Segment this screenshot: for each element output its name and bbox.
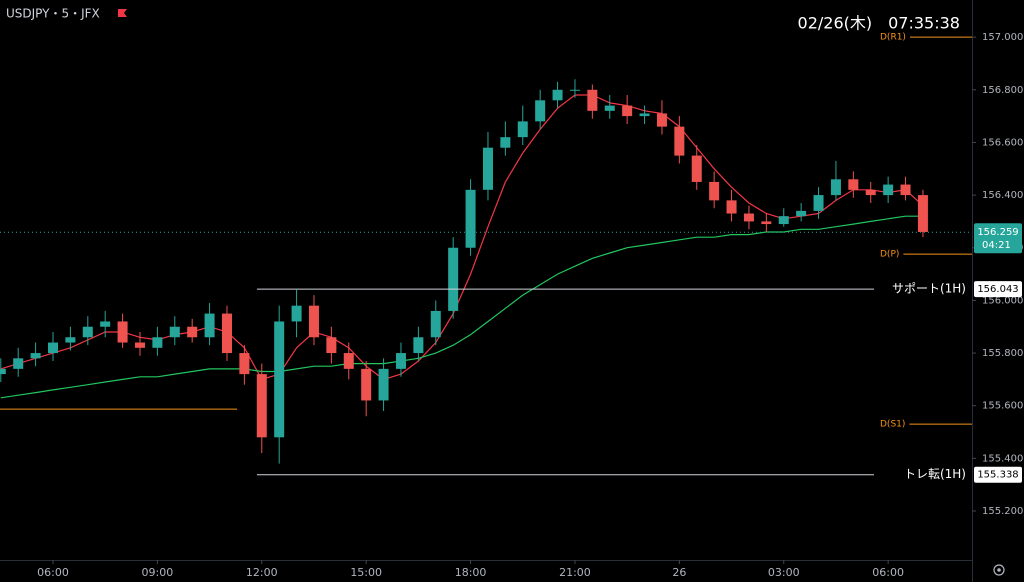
- candle-body: [883, 184, 894, 196]
- x-tick-label: 06:00: [37, 566, 69, 579]
- candle-body: [361, 368, 372, 401]
- candle-body: [413, 337, 424, 354]
- candle-body: [117, 321, 128, 343]
- candle-body: [500, 137, 511, 148]
- candle-body: [517, 121, 528, 138]
- y-tick-label: 155.600: [982, 401, 1023, 412]
- candle-body: [604, 105, 615, 111]
- candle-body: [552, 89, 563, 101]
- x-tick-label: 18:00: [455, 566, 487, 579]
- candle-body: [239, 353, 250, 375]
- candle-body: [796, 210, 807, 217]
- candle-body: [656, 113, 667, 127]
- x-tick-label: 15:00: [350, 566, 382, 579]
- candle-body: [100, 321, 111, 327]
- candle-body: [82, 326, 93, 338]
- settings-icon-center: [997, 568, 1001, 572]
- candle-body: [900, 184, 911, 196]
- candle-body: [848, 179, 859, 190]
- candle-body: [622, 105, 633, 117]
- candle-body: [47, 342, 58, 354]
- candle-body: [221, 313, 232, 354]
- candle-body: [152, 337, 163, 348]
- y-tick-label: 156.600: [982, 137, 1023, 148]
- candle-body: [813, 195, 824, 211]
- candle-body: [291, 305, 302, 322]
- candle-body: [430, 310, 441, 338]
- level-price-box: [974, 281, 1022, 298]
- candle-body: [256, 374, 267, 438]
- moving-average: [0, 215, 923, 399]
- pivot-label: D(P): [880, 250, 899, 260]
- candle-body: [465, 189, 476, 248]
- candle-body: [674, 126, 685, 156]
- candle-body: [274, 321, 285, 438]
- x-tick-label: 06:00: [872, 566, 904, 579]
- candle-body: [448, 247, 459, 311]
- candle-body: [917, 195, 928, 232]
- candle-body: [569, 89, 580, 91]
- level-price-label: 156.043: [977, 284, 1018, 295]
- candle-body: [639, 113, 650, 117]
- candle-body: [30, 353, 41, 359]
- pivot-label: D(S1): [880, 420, 905, 430]
- y-tick-label: 156.000: [982, 295, 1023, 306]
- level-price-label: 155.338: [977, 470, 1018, 481]
- x-tick-label: 26: [672, 566, 686, 579]
- candle-body: [204, 313, 215, 338]
- level-label: トレ転(1H): [904, 467, 966, 481]
- y-tick-label: 155.200: [982, 506, 1023, 517]
- last-price-box: [974, 223, 1022, 254]
- x-tick-label: 03:00: [768, 566, 800, 579]
- x-tick-label: 21:00: [559, 566, 591, 579]
- settings-icon[interactable]: [993, 564, 1005, 576]
- y-tick-label: 157.000: [982, 32, 1023, 43]
- candle-body: [482, 147, 493, 190]
- candle-body: [761, 221, 772, 225]
- plot-area: [0, 79, 928, 464]
- x-tick-label: 09:00: [142, 566, 174, 579]
- candle-body: [0, 368, 6, 375]
- candle-body: [395, 353, 406, 369]
- candle-body: [13, 358, 24, 369]
- candle-body: [134, 342, 145, 348]
- countdown-label: 04:21: [982, 240, 1011, 251]
- candle-body: [726, 200, 737, 214]
- clock: 02/26(木) 07:35:38: [798, 14, 960, 33]
- flag-icon: [118, 9, 127, 17]
- symbol-label: USDJPY・5・JFX: [6, 7, 100, 21]
- candle-body: [308, 305, 319, 338]
- last-price-label: 156.259: [977, 227, 1018, 238]
- candle-body: [169, 326, 180, 338]
- y-tick-label: 156.800: [982, 85, 1023, 96]
- y-tick-label: 155.400: [982, 453, 1023, 464]
- y-tick-label: 155.800: [982, 348, 1023, 359]
- candle-body: [187, 326, 198, 338]
- candle-body: [535, 100, 546, 122]
- level-label: サポート(1H): [892, 282, 966, 296]
- y-tick-label: 156.400: [982, 190, 1023, 201]
- candle-body: [709, 181, 720, 201]
- candle-body: [830, 179, 841, 196]
- pivot-label: D(R1): [880, 33, 906, 43]
- candle-body: [587, 89, 598, 111]
- candle-body: [378, 368, 389, 401]
- level-price-box: [974, 466, 1022, 483]
- candle-body: [343, 353, 354, 369]
- candle-body: [65, 337, 76, 343]
- x-tick-label: 12:00: [246, 566, 278, 579]
- candle-body: [691, 155, 702, 182]
- candle-body: [778, 216, 789, 225]
- candle-body: [743, 213, 754, 222]
- candle-body: [326, 337, 337, 354]
- candle-body: [865, 189, 876, 196]
